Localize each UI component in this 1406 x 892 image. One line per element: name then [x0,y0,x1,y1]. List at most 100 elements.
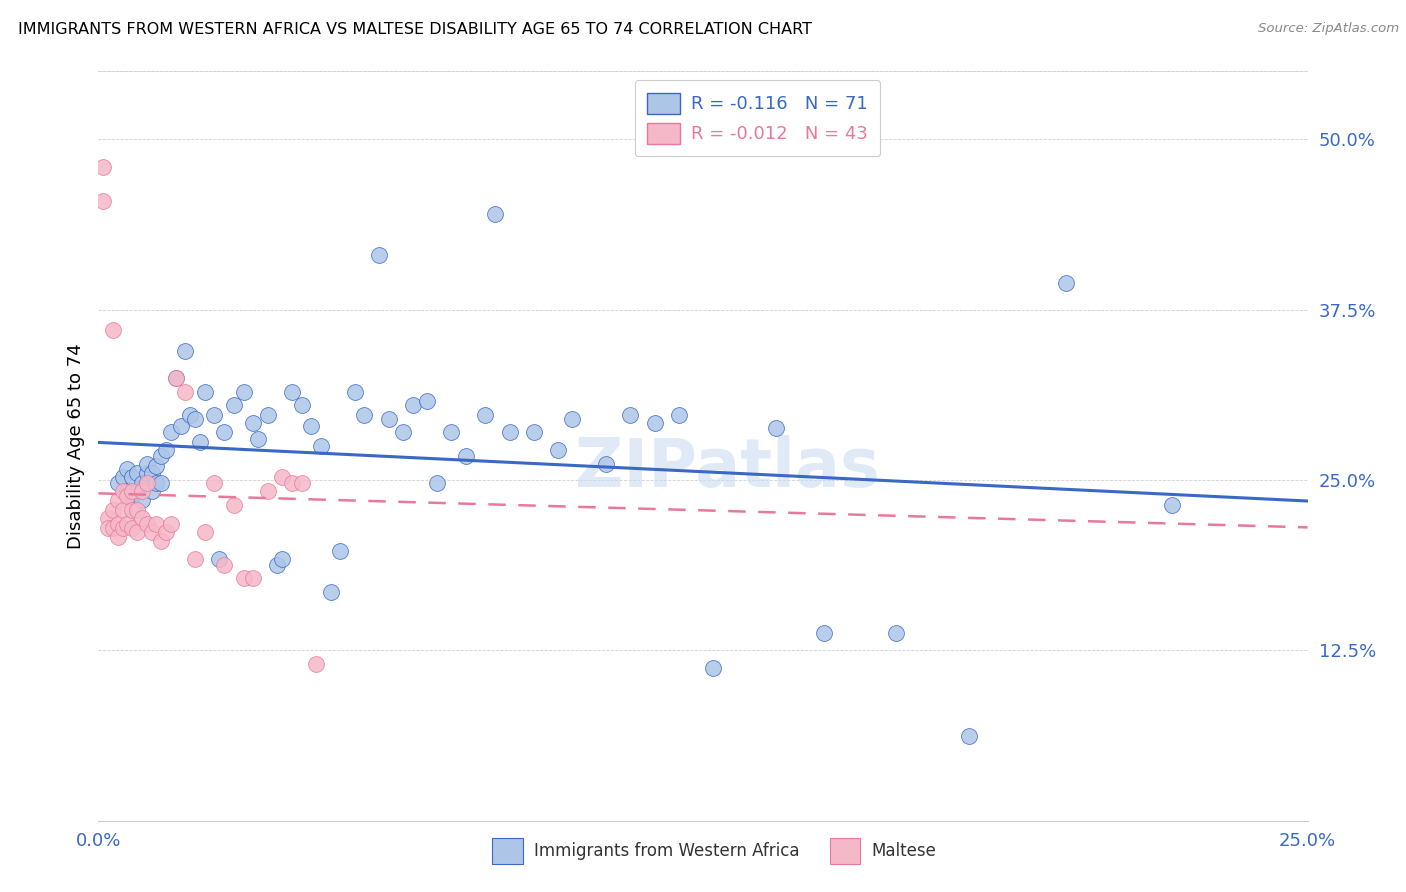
Point [117,483,139,498]
Point [523,425,546,440]
Point [353,408,375,422]
Point [145,475,167,490]
Point [97,521,120,535]
Point [194,384,217,399]
Point [117,490,139,504]
Point [484,207,506,221]
Point [150,449,173,463]
Point [271,552,294,566]
Point [305,657,328,671]
Point [121,521,143,535]
Point [135,475,157,490]
Point [131,483,153,498]
Point [160,516,183,531]
Text: Maltese: Maltese [872,842,936,860]
Point [111,470,134,484]
Point [222,398,245,412]
Point [165,371,187,385]
Point [212,558,235,572]
Point [184,552,207,566]
Point [135,457,157,471]
Point [402,398,425,412]
Point [232,571,254,585]
Bar [830,838,860,864]
Point [212,425,235,440]
Point [145,516,167,531]
Point [179,408,201,422]
Point [271,470,294,484]
Point [440,425,463,440]
Point [256,483,278,498]
Point [174,343,197,358]
Text: ZIPatlas: ZIPatlas [575,435,880,501]
Point [957,729,980,743]
Point [266,558,288,572]
Point [135,467,157,481]
Point [561,411,583,425]
Point [232,384,254,399]
Bar [492,838,523,864]
Point [474,408,496,422]
Point [169,418,191,433]
Point [121,490,143,504]
Point [107,493,129,508]
Point [290,398,312,412]
Point [150,534,173,549]
Point [107,475,129,490]
Point [765,421,787,435]
Point [1161,498,1184,512]
Legend: R = -0.116   N = 71, R = -0.012   N = 43: R = -0.116 N = 71, R = -0.012 N = 43 [634,80,880,156]
Point [127,483,149,498]
Point [184,411,207,425]
Point [101,503,124,517]
Point [329,544,352,558]
Point [281,384,304,399]
Point [127,503,149,517]
Point [194,524,217,539]
Point [117,516,139,531]
Point [426,475,449,490]
Point [145,459,167,474]
Text: Immigrants from Western Africa: Immigrants from Western Africa [534,842,800,860]
Point [135,516,157,531]
Point [160,425,183,440]
Point [377,411,399,425]
Point [222,498,245,512]
Point [155,443,177,458]
Point [1054,276,1077,290]
Point [281,475,304,490]
Point [498,425,520,440]
Point [368,248,391,262]
Y-axis label: Disability Age 65 to 74: Disability Age 65 to 74 [66,343,84,549]
Point [619,408,641,422]
Point [392,425,415,440]
Point [343,384,366,399]
Point [547,443,569,458]
Point [91,160,114,174]
Point [242,416,264,430]
Point [141,483,163,498]
Point [155,524,177,539]
Point [107,530,129,544]
Point [141,467,163,481]
Point [97,511,120,525]
Point [121,483,143,498]
Point [101,521,124,535]
Point [188,434,211,449]
Point [454,449,477,463]
Point [131,493,153,508]
Point [135,475,157,490]
Point [242,571,264,585]
Point [247,432,270,446]
Point [668,408,690,422]
Point [101,323,124,337]
Point [299,418,322,433]
Point [127,524,149,539]
Point [309,439,332,453]
Point [165,371,187,385]
Point [111,503,134,517]
Text: Source: ZipAtlas.com: Source: ZipAtlas.com [1258,22,1399,36]
Point [595,457,617,471]
Point [256,408,278,422]
Point [204,475,226,490]
